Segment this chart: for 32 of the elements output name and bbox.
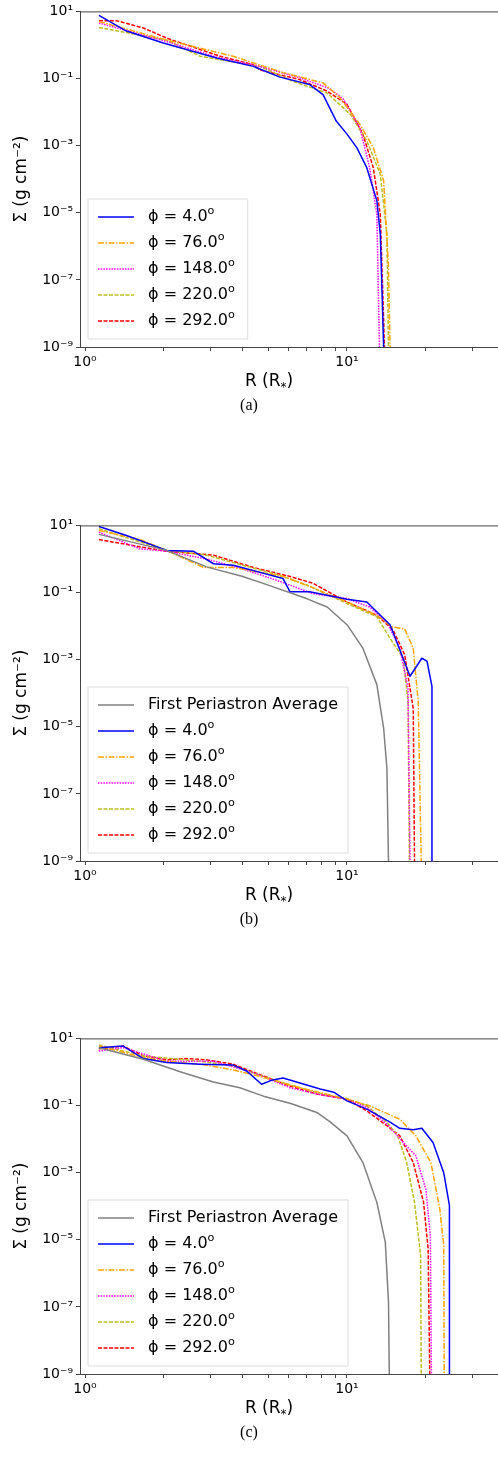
y-tick-label: 10⁻⁵ (42, 1230, 73, 1247)
y-tick-label: 10⁻³ (42, 136, 73, 153)
y-axis-title: Σ (g cm⁻²) (10, 1162, 31, 1250)
x-tick-label: 10⁰ (73, 866, 98, 883)
y-tick-label: 10⁻⁵ (42, 203, 73, 220)
y-tick-label: 10⁻⁹ (42, 851, 74, 868)
y-tick-label: 10⁻¹ (42, 69, 73, 86)
x-axis-title: R (R*) (244, 883, 294, 908)
y-tick-label: 10⁻¹ (42, 1096, 73, 1113)
text: (a) (239, 396, 259, 414)
x-axis-title: R (R*) (244, 370, 294, 395)
y-tick-label: 10⁻³ (42, 649, 73, 666)
text: (b) (238, 909, 260, 928)
y-tick-label: 10⁻⁵ (42, 716, 73, 733)
x-axis-title: R (R*) (244, 1397, 294, 1422)
y-tick-label: 10⁻⁷ (42, 1297, 73, 1314)
y-tick-label: 10⁻¹ (42, 582, 73, 599)
y-axis-title: Σ (g cm⁻²) (10, 135, 31, 223)
legend-label: First Periastron Average (148, 1207, 339, 1227)
y-tick-label: 10¹ (49, 515, 73, 532)
x-tick-label: 10⁰ (73, 1380, 98, 1397)
x-tick-label: 10⁰ (73, 353, 98, 370)
y-tick-label: 10⁻⁷ (42, 270, 73, 287)
y-tick-label: 10⁻³ (42, 1163, 73, 1180)
y-tick-label: 10⁻⁹ (42, 1364, 74, 1381)
legend-label: First Periastron Average (148, 693, 339, 713)
y-axis-title: Σ (g cm⁻²) (10, 649, 31, 737)
text: (c) (239, 1423, 259, 1441)
y-tick-label: 10¹ (49, 2, 73, 19)
y-tick-label: 10¹ (49, 1029, 73, 1046)
y-tick-label: 10⁻⁹ (42, 337, 74, 354)
y-tick-label: 10⁻⁷ (42, 784, 73, 801)
